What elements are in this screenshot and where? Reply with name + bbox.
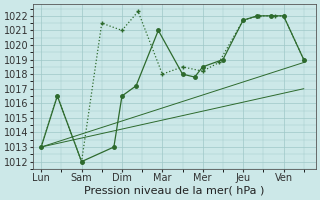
- X-axis label: Pression niveau de la mer( hPa ): Pression niveau de la mer( hPa ): [84, 186, 265, 196]
